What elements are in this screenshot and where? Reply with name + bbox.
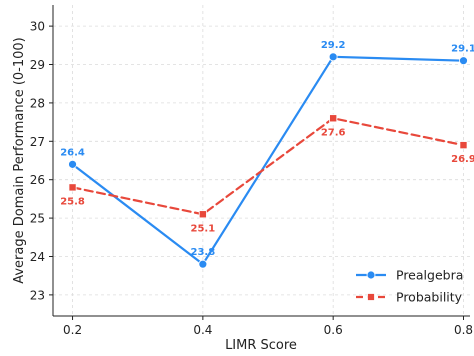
data-point-prealgebra [198, 259, 208, 269]
y-axis-label: Average Domain Performance (0-100) [12, 37, 27, 284]
x-tick-label: 0.8 [454, 323, 473, 337]
legend-label-prealgebra: Prealgebra [396, 268, 463, 283]
data-point-prealgebra [68, 159, 77, 169]
data-point-probability [329, 114, 338, 123]
data-label-probability: 26.9 [451, 154, 474, 165]
data-label-probability: 25.1 [191, 223, 216, 234]
x-tick-label: 0.6 [324, 323, 343, 337]
series [68, 52, 468, 269]
y-tick-label: 24 [30, 250, 45, 264]
data-labels: 26.4 23.8 29.2 29.1 25.8 25.1 27.6 26.9 [60, 40, 474, 258]
data-point-prealgebra [459, 56, 468, 66]
data-point-prealgebra [328, 52, 338, 62]
legend-marker-probability [367, 293, 375, 301]
y-tick-label: 29 [30, 58, 45, 72]
data-label-prealgebra: 29.1 [451, 44, 474, 55]
legend-item-probability: Probability [356, 290, 463, 305]
y-tick-label: 25 [30, 212, 45, 226]
y-tick-label: 26 [30, 173, 45, 187]
y-tick-label: 27 [30, 135, 45, 149]
y-tick-label: 30 [30, 20, 45, 34]
y-tick-label: 28 [30, 96, 45, 110]
data-label-prealgebra: 26.4 [60, 147, 85, 158]
data-label-probability: 27.6 [321, 127, 346, 138]
legend-label-probability: Probability [396, 290, 463, 305]
series-line-probability [71, 117, 465, 216]
data-point-probability [198, 210, 207, 219]
x-tick-label: 0.2 [63, 323, 82, 337]
ticks: 23 24 25 26 27 28 29 30 0.2 0.4 0.6 0.8 [30, 20, 473, 337]
x-tick-label: 0.4 [193, 323, 212, 337]
data-label-prealgebra: 23.8 [191, 247, 216, 258]
x-axis-label: LIMR Score [225, 338, 297, 353]
series-line-prealgebra [71, 55, 465, 266]
data-label-probability: 25.8 [60, 196, 85, 207]
legend-marker-prealgebra [366, 270, 376, 280]
data-point-probability [459, 141, 468, 150]
axes [52, 5, 470, 317]
legend-item-prealgebra: Prealgebra [356, 268, 463, 283]
data-label-prealgebra: 29.2 [321, 40, 346, 51]
y-tick-label: 23 [30, 288, 45, 302]
legend: Prealgebra Probability [356, 268, 463, 305]
data-point-probability [68, 183, 77, 192]
